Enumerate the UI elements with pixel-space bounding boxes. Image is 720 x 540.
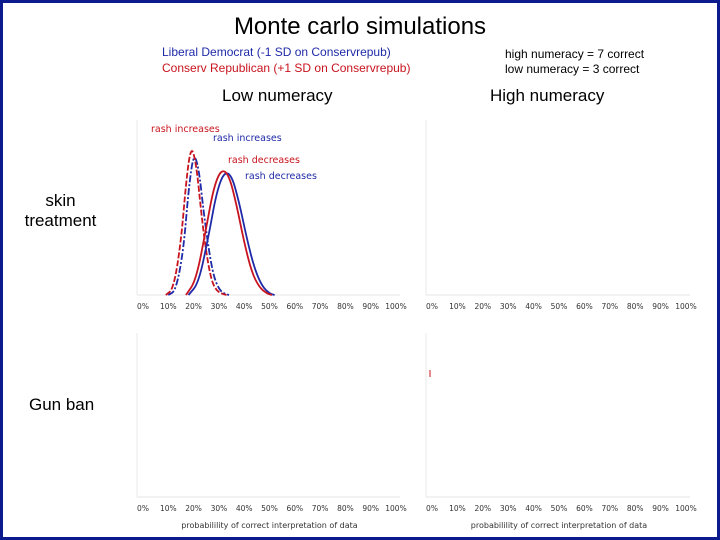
x-tick-label: 10% — [160, 302, 177, 311]
x-tick-label: 100% — [675, 302, 696, 311]
x-axis-title: probabilility of correct interpretation … — [181, 521, 358, 530]
slide: Monte carlo simulations Liberal Democrat… — [3, 3, 717, 537]
x-tick-label: 90% — [652, 302, 669, 311]
x-tick-label: 40% — [525, 302, 542, 311]
x-tick-label: 90% — [362, 302, 379, 311]
x-tick-label: 10% — [449, 302, 466, 311]
x-tick-label: 60% — [576, 302, 593, 311]
x-tick-label: 10% — [449, 504, 466, 513]
x-tick-label: 20% — [474, 504, 491, 513]
column-header-high-numeracy: High numeracy — [490, 86, 605, 105]
x-tick-label: 40% — [236, 302, 253, 311]
x-tick-label: 40% — [525, 504, 542, 513]
x-tick-label: 100% — [675, 504, 696, 513]
row-label-gun-ban: Gun ban — [29, 395, 95, 414]
x-tick-label: 50% — [261, 302, 278, 311]
x-tick-label: 60% — [286, 302, 303, 311]
x-tick-label: 100% — [385, 504, 406, 513]
row-label-skin-treatment: skin treatment — [24, 191, 97, 230]
legend-low-numeracy: low numeracy = 3 correct — [505, 62, 640, 76]
series-curve-rash-decreases-conservative — [185, 170, 273, 296]
x-tick-label: 10% — [160, 504, 177, 513]
x-tick-label: 0% — [137, 302, 149, 311]
column-header-low-numeracy: Low numeracy — [222, 86, 333, 105]
x-tick-label: 20% — [185, 302, 202, 311]
series-curve-rash-increases-liberal — [167, 156, 230, 296]
x-tick-label: 0% — [426, 504, 438, 513]
annotation-rash-increases: rash increases — [151, 124, 220, 135]
x-tick-label: 70% — [601, 504, 618, 513]
x-tick-label: 50% — [551, 302, 568, 311]
slide-title: Monte carlo simulations — [233, 13, 487, 40]
x-tick-label: 80% — [337, 302, 354, 311]
x-tick-label: 90% — [362, 504, 379, 513]
annotation-rash-decreases: rash decreases — [228, 155, 300, 166]
series-curve-rash-decreases-liberal — [187, 172, 275, 296]
annotation-rash-decreases: rash decreases — [245, 171, 317, 182]
x-tick-label: 80% — [627, 302, 644, 311]
x-tick-label: 100% — [385, 302, 406, 311]
x-tick-label: 70% — [601, 302, 618, 311]
legend-liberal: Liberal Democrat (-1 SD on Conservrepub) — [162, 45, 391, 59]
x-tick-label: 0% — [426, 302, 438, 311]
legend-conservative: Conserv Republican (+1 SD on Conservrepu… — [162, 61, 411, 75]
x-tick-label: 80% — [627, 504, 644, 513]
x-tick-label: 40% — [236, 504, 253, 513]
x-tick-label: 50% — [261, 504, 278, 513]
x-tick-label: 0% — [137, 504, 149, 513]
x-tick-label: 70% — [312, 302, 329, 311]
x-tick-label: 30% — [500, 302, 517, 311]
x-tick-label: 60% — [286, 504, 303, 513]
x-axis-title: probabilility of correct interpretation … — [471, 521, 648, 530]
annotation-rash-increases: rash increases — [213, 133, 282, 144]
x-tick-label: 90% — [652, 504, 669, 513]
x-tick-label: 80% — [337, 504, 354, 513]
series-curve-rash-increases-conservative — [165, 150, 227, 296]
legend-high-numeracy: high numeracy = 7 correct — [505, 47, 645, 61]
x-tick-label: 20% — [474, 302, 491, 311]
x-tick-label: 60% — [576, 504, 593, 513]
x-tick-label: 50% — [551, 504, 568, 513]
x-tick-label: 20% — [185, 504, 202, 513]
x-tick-label: 30% — [500, 504, 517, 513]
x-tick-label: 30% — [211, 504, 228, 513]
x-tick-label: 30% — [211, 302, 228, 311]
x-tick-label: 70% — [312, 504, 329, 513]
